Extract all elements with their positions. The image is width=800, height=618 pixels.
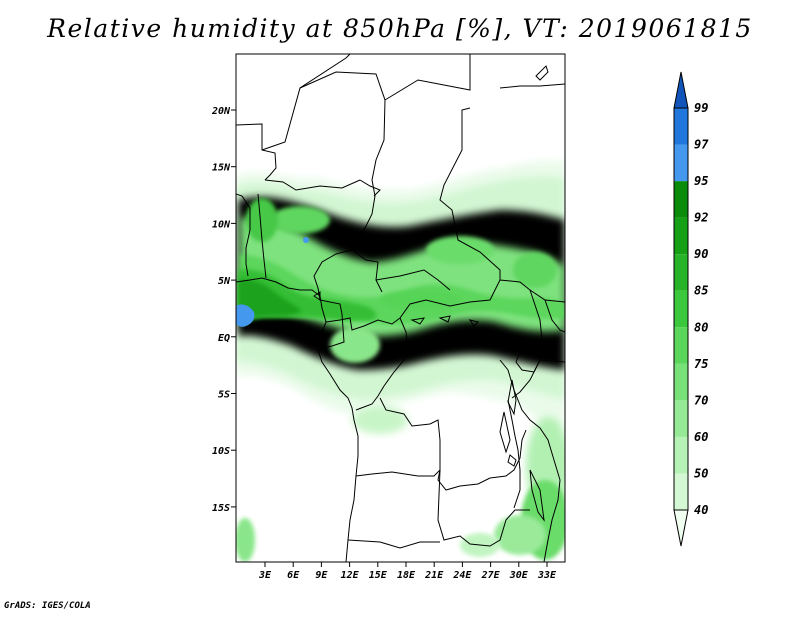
humidity-patch — [426, 236, 494, 264]
lon-tick-label: 33E — [537, 570, 557, 581]
colorbar-label: 97 — [694, 138, 709, 152]
colorbar-segment — [673, 509, 689, 547]
colorbar-segment — [674, 217, 688, 255]
longitude-axis: 3E 6E 9E 12E 15E 18E 21E 24E 27E 30E 33E — [258, 562, 557, 581]
humidity-patch — [270, 206, 330, 234]
colorbar-label: 50 — [694, 466, 708, 480]
humidity-patch — [380, 290, 460, 310]
lon-tick-label: 15E — [369, 570, 388, 581]
humidity-patch — [352, 406, 408, 434]
colorbar-segment — [674, 473, 688, 510]
lake-outline — [410, 317, 426, 325]
humidity-field — [236, 160, 565, 562]
lon-tick-label: 24E — [452, 570, 472, 581]
colorbar-segment — [674, 400, 688, 437]
colorbar-outline — [673, 107, 689, 511]
lake-outline — [507, 454, 517, 467]
humidity-patch — [494, 515, 546, 555]
colorbar-label: 92 — [694, 211, 708, 225]
lat-tick-label: 15N — [212, 163, 231, 174]
lon-tick-label: 9E — [315, 570, 328, 581]
humidity-patch — [330, 327, 380, 363]
country-borders — [236, 54, 565, 562]
lat-tick-label: EQ — [218, 333, 230, 344]
lat-tick-label: 10N — [212, 219, 231, 230]
chart-title: Relative humidity at 850hPa [%], VT: 201… — [47, 14, 753, 43]
humidity-patch — [246, 198, 278, 242]
lake-outline — [438, 315, 451, 323]
colorbar-segment — [674, 363, 688, 401]
colorbar-segment — [674, 327, 688, 364]
lon-tick-label: 18E — [397, 570, 416, 581]
colorbar-segment — [674, 144, 688, 182]
colorbar-label: 85 — [694, 284, 708, 298]
colorbar-label: 90 — [694, 247, 708, 261]
lat-tick-label: 5S — [218, 390, 230, 401]
humidity-patch-97 — [236, 304, 255, 327]
lake-outline — [499, 411, 511, 454]
colorbar-segment — [674, 290, 688, 328]
lake-outline — [313, 291, 321, 301]
map-frame — [235, 53, 566, 563]
latitude-axis: 20N 15N 10N 5N EQ 5S 10S 15S — [211, 106, 236, 514]
colorbar-label: 70 — [694, 393, 708, 407]
island — [535, 65, 549, 81]
lake-outline — [529, 469, 545, 522]
colorbar-label: 60 — [694, 430, 708, 444]
lon-tick-label: 21E — [424, 570, 444, 581]
colorbar-segment — [673, 71, 689, 109]
colorbar-label: 95 — [694, 174, 708, 188]
humidity-band-92 — [238, 279, 302, 322]
lon-tick-label: 27E — [481, 570, 501, 581]
colorbar-label: 75 — [694, 357, 708, 371]
lon-tick-label: 30E — [509, 570, 529, 581]
colorbar-segment — [674, 436, 688, 474]
colorbar-label: 99 — [694, 101, 708, 115]
lake-outline — [468, 319, 479, 327]
humidity-patch — [236, 518, 255, 562]
lon-tick-label: 12E — [341, 570, 360, 581]
credit-label: GrADS: IGES/COLA — [4, 601, 91, 611]
colorbar-segment — [674, 108, 688, 145]
colorbar-segment — [674, 254, 688, 291]
colorbar: 40 50 60 70 75 80 85 90 92 95 97 99 — [673, 71, 709, 547]
lat-tick-label: 15S — [212, 503, 230, 514]
colorbar-segment — [674, 181, 688, 218]
colorbar-label: 40 — [694, 503, 708, 517]
humidity-patch — [513, 252, 557, 288]
humidity-patch-97 — [303, 237, 309, 243]
lat-tick-label: 10S — [212, 446, 230, 457]
lake-outline — [515, 347, 541, 373]
lat-tick-label: 20N — [211, 106, 231, 117]
lon-tick-label: 6E — [287, 570, 300, 581]
colorbar-label: 80 — [694, 320, 708, 334]
lat-tick-label: 5N — [218, 276, 231, 287]
lake-outline — [507, 379, 517, 416]
lon-tick-label: 3E — [258, 570, 272, 581]
